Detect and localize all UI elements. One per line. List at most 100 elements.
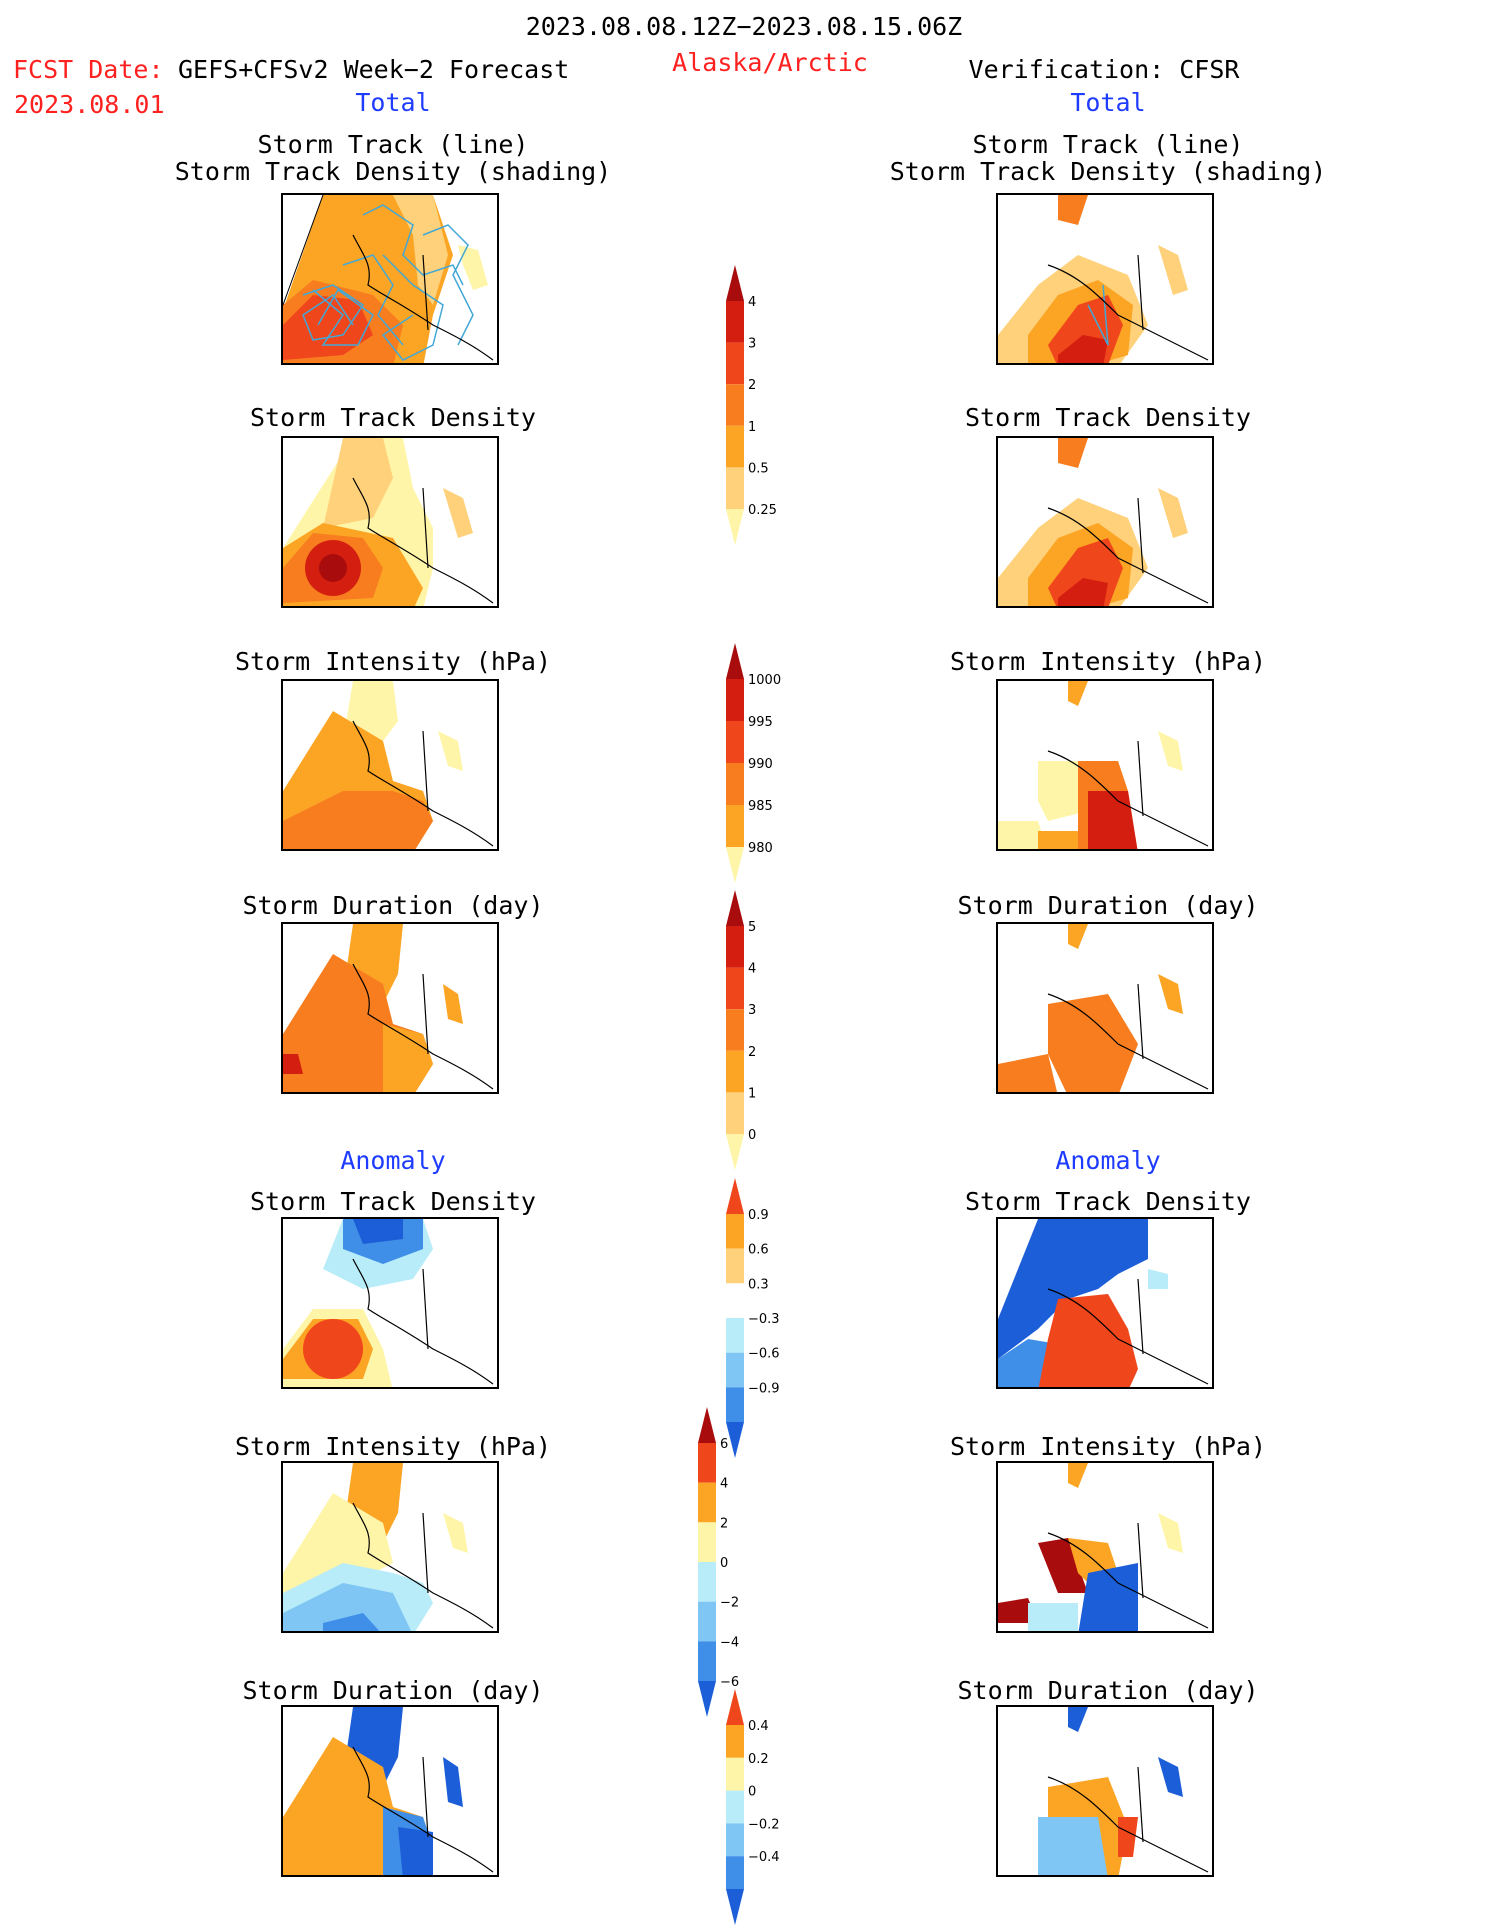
colorbar-tick-label: −2 <box>720 1596 739 1611</box>
colorbar-top-arrow <box>726 1689 744 1725</box>
colorbar-segment <box>698 1562 716 1602</box>
colorbar-tick-label: 995 <box>748 715 773 730</box>
map-left-track <box>281 193 499 365</box>
colorbar-segment <box>698 1522 716 1562</box>
colorbar-segment <box>698 1482 716 1523</box>
colorbar-segment <box>726 1387 744 1422</box>
colorbar-segment <box>726 301 744 343</box>
colorbar-tick-label: 980 <box>748 841 773 856</box>
colorbar-tick-label: −4 <box>720 1635 739 1650</box>
colorbar-segment <box>726 763 744 805</box>
colorbar-total-duration: 5 4 3 2 1 0 <box>726 890 806 1174</box>
map-left-duration <box>281 922 499 1094</box>
colorbar-tick-label: 1 <box>748 420 756 435</box>
colorbar-segment <box>726 1050 744 1093</box>
colorbar-bottom-arrow <box>726 1422 744 1458</box>
map-right-intensity <box>996 679 1214 851</box>
colorbar-top-arrow <box>726 1178 744 1214</box>
colorbar-anomaly-density: 0.9 0.6 0.3 −0.3 −0.6 −0.9 <box>726 1178 806 1462</box>
colorbar-bottom-arrow <box>726 509 744 545</box>
colorbar-top-arrow <box>726 890 744 926</box>
region-label: Alaska/Arctic <box>672 48 868 77</box>
colorbar-segment <box>726 1352 744 1388</box>
colorbar-segment <box>726 1009 744 1051</box>
colorbar-segment <box>726 1214 744 1249</box>
colorbar-tick-label: 2 <box>748 378 756 393</box>
colorbar-tick-label: 990 <box>748 757 773 772</box>
verification-label: Verification: CFSR <box>968 55 1240 84</box>
colorbar-segment <box>726 926 744 968</box>
map-left-intensity <box>281 679 499 851</box>
colorbar-segment <box>726 1757 744 1791</box>
colorbar-tick-label: 2 <box>748 1045 756 1060</box>
colorbar-tick-label: −0.2 <box>748 1817 780 1832</box>
colorbar-tick-label: 4 <box>748 295 756 310</box>
fcst-date-value: 2023.08.01 <box>14 90 165 119</box>
colorbar-tick-label: 0 <box>720 1556 728 1571</box>
colorbar-tick-label: −0.3 <box>748 1312 780 1327</box>
colorbar-top-arrow <box>726 265 744 301</box>
map-right-anom-density <box>996 1217 1214 1389</box>
title-left-duration: Storm Duration (day) <box>242 891 544 920</box>
colorbar-bottom-arrow <box>726 1134 744 1170</box>
colorbar-segment <box>698 1601 716 1642</box>
colorbar-tick-label: 0.5 <box>748 461 769 476</box>
colorbar-tick-label: 0.6 <box>748 1243 769 1258</box>
colorbar-bottom-arrow <box>726 847 744 883</box>
colorbar-bottom-arrow <box>726 1889 744 1925</box>
colorbar-tick-label: −0.9 <box>748 1381 780 1396</box>
colorbar-anomaly-duration: 0.4 0.2 0 −0.2 −0.4 <box>726 1689 806 1929</box>
title-left-anom-density: Storm Track Density <box>250 1187 536 1216</box>
title-left-track: Storm Track (line) Storm Track Density (… <box>174 130 612 186</box>
colorbar-tick-label: 4 <box>720 1477 728 1492</box>
colorbar-segment <box>726 1318 744 1353</box>
colorbar-segment <box>726 1823 744 1857</box>
colorbar-tick-label: −0.4 <box>748 1850 780 1865</box>
colorbar-total-density-svg: 4 3 2 1 0.5 0.25 <box>726 265 777 545</box>
colorbar-tick-label: 3 <box>748 1003 756 1018</box>
colorbar-tick-label: −6 <box>720 1675 739 1690</box>
colorbar-anomaly-duration-svg: 0.4 0.2 0 −0.2 −0.4 <box>726 1689 780 1925</box>
colorbar-segment <box>726 1790 744 1824</box>
colorbar-tick-label: 0.9 <box>748 1208 769 1223</box>
colorbar-segment <box>726 679 744 721</box>
colorbar-total-intensity-svg: 1000 995 990 985 980 <box>726 643 781 883</box>
title-right-duration: Storm Duration (day) <box>957 891 1259 920</box>
colorbar-tick-label: 1 <box>748 1086 756 1101</box>
colorbar-segment <box>698 1443 716 1483</box>
title-right-track: Storm Track (line) Storm Track Density (… <box>889 130 1327 186</box>
colorbar-tick-label: 4 <box>748 962 756 977</box>
title-right-anom-duration: Storm Duration (day) <box>957 1676 1259 1705</box>
colorbar-segment <box>726 467 744 509</box>
colorbar-tick-label: 1000 <box>748 673 781 688</box>
colorbar-tick-label: 6 <box>720 1437 728 1452</box>
colorbar-anomaly-intensity-svg: 6 4 2 0 −2 −4 −6 <box>698 1407 739 1717</box>
colorbar-segment <box>726 1092 744 1134</box>
colorbar-total-density: 4 3 2 1 0.5 0.25 <box>726 265 806 549</box>
title-left-density: Storm Track Density <box>250 403 536 432</box>
colorbar-tick-label: 985 <box>748 799 773 814</box>
map-right-anom-intensity <box>996 1461 1214 1633</box>
colorbar-tick-label: 5 <box>748 920 756 935</box>
colorbar-segment <box>698 1641 716 1681</box>
colorbar-top-arrow <box>698 1407 716 1443</box>
colorbar-tick-label: 0.4 <box>748 1719 769 1734</box>
title-right-density: Storm Track Density <box>965 403 1251 432</box>
colorbar-tick-label: −0.6 <box>748 1347 780 1362</box>
map-right-anom-duration <box>996 1705 1214 1877</box>
map-right-duration <box>996 922 1214 1094</box>
anomaly-left-label: Anomaly <box>340 1146 446 1175</box>
colorbar-segment <box>726 1725 744 1758</box>
colorbar-top-arrow <box>726 643 744 679</box>
title-left-anom-duration: Storm Duration (day) <box>242 1676 544 1705</box>
colorbar-tick-label: 0.3 <box>748 1277 769 1292</box>
colorbar-segment <box>726 384 744 426</box>
colorbar-segment <box>726 342 744 385</box>
map-right-density <box>996 436 1214 608</box>
title-left-intensity: Storm Intensity (hPa) <box>234 647 552 676</box>
colorbar-segment <box>726 721 744 763</box>
colorbar-tick-label: 0.2 <box>748 1752 769 1767</box>
anomaly-right-label: Anomaly <box>1055 1146 1161 1175</box>
colorbar-bottom-arrow <box>698 1681 716 1717</box>
title-right-anom-density: Storm Track Density <box>965 1187 1251 1216</box>
